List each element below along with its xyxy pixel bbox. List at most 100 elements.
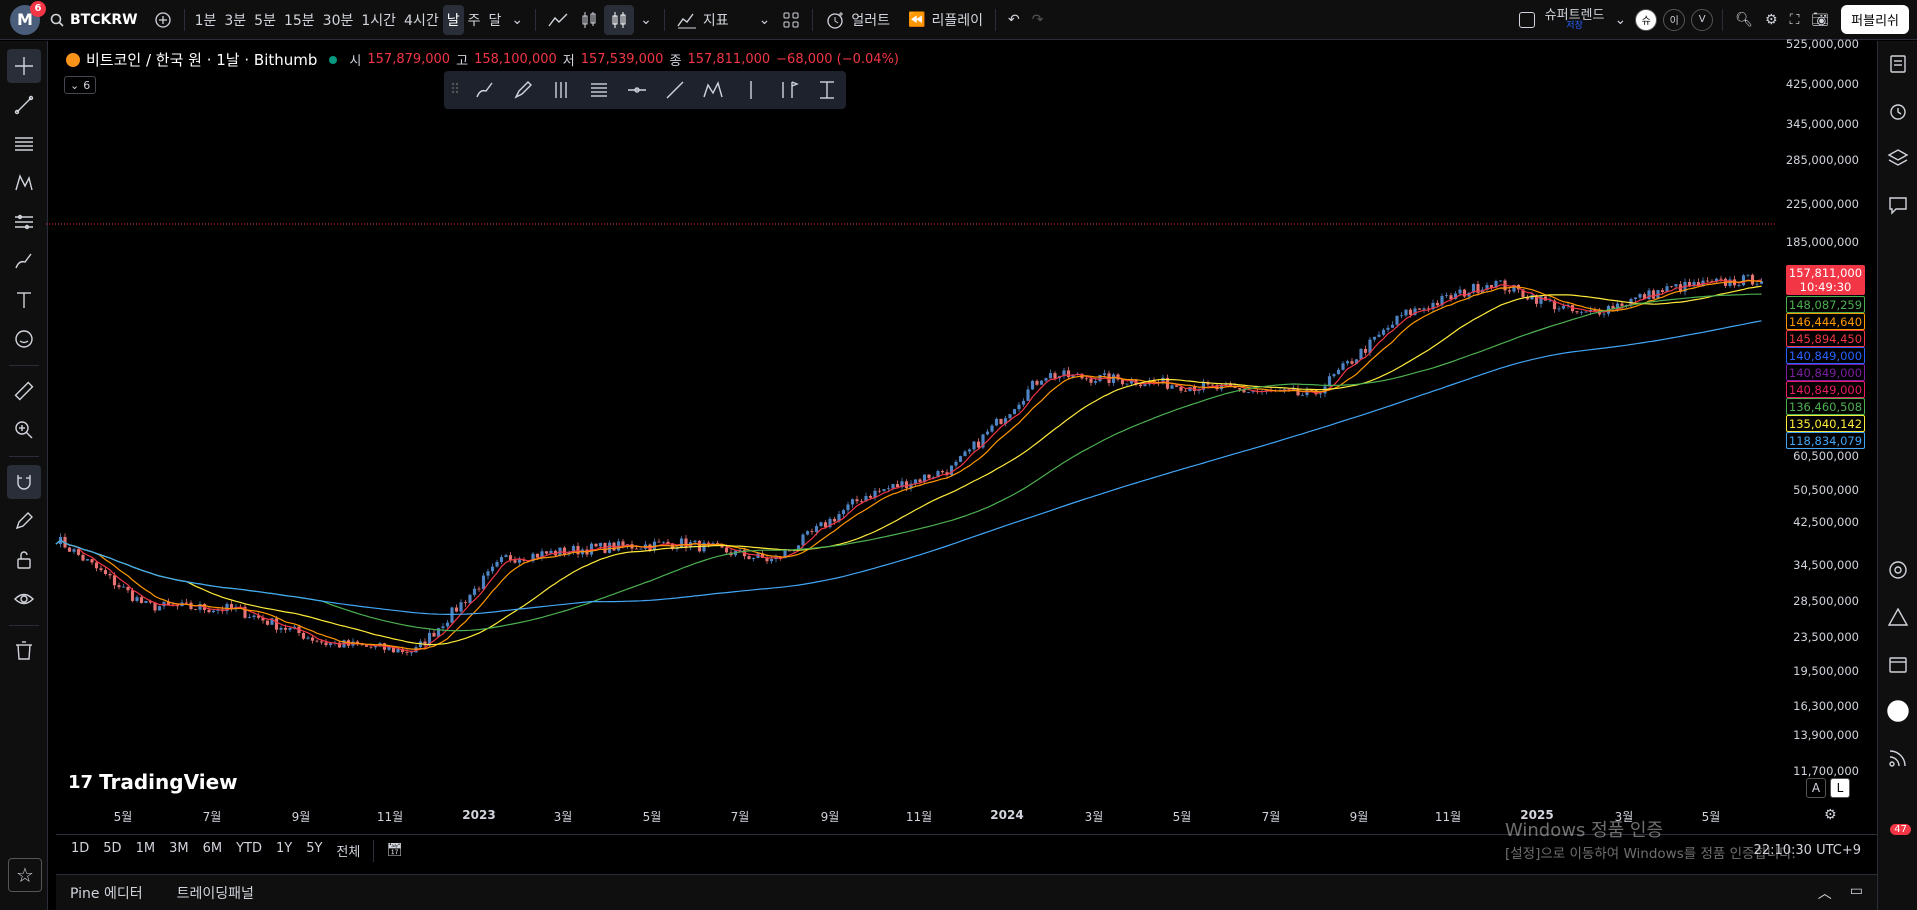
interval-2[interactable]: 5분 <box>254 12 276 29</box>
interval-dropdown-button[interactable]: ⌄ <box>505 5 529 35</box>
range-3[interactable]: 3M <box>169 841 189 856</box>
price-chart[interactable] <box>46 41 1775 831</box>
candle <box>441 626 445 629</box>
candle <box>837 514 841 522</box>
favorites-button[interactable]: ☆ <box>8 858 42 892</box>
brush-tool[interactable] <box>7 244 41 278</box>
brush-draw-button[interactable] <box>472 77 498 103</box>
remove-drawings-tool[interactable] <box>7 634 41 668</box>
ideas-button[interactable] <box>1883 602 1913 632</box>
quick-layout-2[interactable]: 이 <box>1663 8 1686 31</box>
zoom-tool[interactable] <box>7 413 41 447</box>
drag-handle-icon[interactable]: ⠿ <box>450 82 461 98</box>
replay-button[interactable]: ⏪ 리플레이 <box>902 5 989 35</box>
interval-4[interactable]: 30분 <box>322 12 354 29</box>
text-tool[interactable] <box>7 283 41 317</box>
quick-layout-3[interactable]: V <box>1691 8 1714 31</box>
bar-chart-type-button[interactable] <box>574 5 604 35</box>
auto-scale-button[interactable]: A <box>1806 778 1826 798</box>
layout-menu-button[interactable]: 슈퍼트렌드 저장 ⌄ <box>1513 5 1633 35</box>
pen-button[interactable] <box>510 77 536 103</box>
compare-symbol-button[interactable] <box>148 5 178 35</box>
candle <box>990 425 994 432</box>
target-button[interactable] <box>1883 555 1913 585</box>
lock-drawings-tool[interactable] <box>7 543 41 577</box>
interval-0[interactable]: 1분 <box>194 12 217 29</box>
settings-button[interactable]: ⚙ <box>1759 5 1784 35</box>
candle <box>877 490 882 492</box>
publish-button[interactable]: 퍼블리쉬 <box>1841 5 1909 34</box>
pattern-tool[interactable] <box>7 166 41 200</box>
candle-chart-type-button[interactable] <box>604 4 635 35</box>
undo-button[interactable]: ↶ <box>1002 5 1026 35</box>
log-scale-button[interactable]: L <box>1830 778 1850 798</box>
candle <box>459 602 463 612</box>
chart-type-dropdown[interactable]: ⌄ <box>634 5 658 35</box>
range-6[interactable]: 1Y <box>275 841 293 856</box>
object-tree-button[interactable] <box>1883 143 1913 173</box>
price-axis[interactable]: 525,000,000 425,000,000 345,000,000 285,000… <box>1780 37 1865 831</box>
line-chart-type-button[interactable] <box>542 5 574 35</box>
range-7[interactable]: 5Y <box>306 841 323 856</box>
interval-7[interactable]: 날 <box>442 4 464 35</box>
timezone-label[interactable]: 22:10:30 UTC+9 <box>1753 843 1861 858</box>
watchlist-button[interactable] <box>1883 49 1913 79</box>
quick-layout-1[interactable]: 슈 <box>1635 8 1658 31</box>
hide-drawings-tool[interactable] <box>7 582 41 616</box>
templates-button[interactable] <box>776 5 806 35</box>
candle <box>1314 390 1318 395</box>
indicators-collapse-button[interactable]: ⌄ 6 <box>64 76 97 94</box>
fullscreen-button[interactable]: ⛶ <box>1784 5 1806 35</box>
calendar-button[interactable] <box>1883 649 1913 679</box>
interval-5[interactable]: 1시간 <box>361 12 397 29</box>
notifications-button[interactable] <box>1883 743 1913 773</box>
range-5[interactable]: YTD <box>236 841 262 856</box>
range-4[interactable]: 6M <box>202 841 223 856</box>
redo-button[interactable]: ↷ <box>1026 5 1050 35</box>
alerts-panel-button[interactable] <box>1883 96 1913 126</box>
stay-drawing-tool[interactable] <box>7 504 41 538</box>
interval-6[interactable]: 4시간 <box>404 12 439 29</box>
emoji-tool[interactable] <box>7 322 41 356</box>
interval-9[interactable]: 달 <box>488 12 502 29</box>
quick-search-button[interactable]: 🔍︎ <box>1729 5 1759 35</box>
interval-1[interactable]: 3분 <box>224 12 247 29</box>
trendline-tool[interactable] <box>7 88 41 122</box>
indicators-button[interactable]: 지표 <box>671 5 735 35</box>
fib-tool[interactable] <box>7 127 41 161</box>
apps-button[interactable] <box>1883 696 1913 726</box>
measure-tool[interactable] <box>7 374 41 408</box>
trading-panel-tab[interactable]: 트레이딩패널 <box>176 885 254 902</box>
time-axis-settings-button[interactable]: ⚙ <box>1824 807 1837 823</box>
symbol-search[interactable]: BTCKRW <box>40 12 148 28</box>
range-0[interactable]: 1D <box>71 841 90 856</box>
interval-8[interactable]: 주 <box>467 12 481 29</box>
range-8[interactable]: 전체 <box>336 845 361 860</box>
gann-button[interactable] <box>700 77 726 103</box>
indicators-dropdown[interactable]: ⌄ <box>753 5 777 35</box>
flag-button[interactable] <box>776 77 802 103</box>
pine-editor-tab[interactable]: Pine 에디터 <box>70 885 143 902</box>
chats-button[interactable] <box>1883 190 1913 220</box>
pitchfork-button[interactable] <box>548 77 574 103</box>
user-avatar[interactable]: M 6 <box>10 0 46 35</box>
time-axis[interactable]: 5월 7월 9월 11월 2023 3월 5월 7월 9월 11월 2024 3월 5월 7월 9월 11월 2… <box>56 803 1776 828</box>
crosshair-tool[interactable] <box>6 49 41 83</box>
candle <box>706 542 711 544</box>
ray-button[interactable] <box>662 77 688 103</box>
horizontal-line-button[interactable] <box>624 77 650 103</box>
chevron-up-icon[interactable]: ︿ <box>1817 885 1832 902</box>
maximize-icon[interactable]: ▭ <box>1849 882 1863 899</box>
range-2[interactable]: 1M <box>135 841 156 856</box>
magnet-tool[interactable] <box>6 465 41 499</box>
alert-button[interactable]: 얼러트 <box>819 5 896 35</box>
interval-3[interactable]: 15분 <box>283 12 315 29</box>
goto-date-button[interactable]: 📅︎ <box>380 843 409 858</box>
forecast-tool[interactable] <box>7 205 41 239</box>
parallel-lines-button[interactable] <box>586 77 612 103</box>
snapshot-button[interactable]: 📷︎ <box>1805 5 1835 35</box>
range-1[interactable]: 5D <box>103 841 122 856</box>
price-range-button[interactable] <box>814 77 840 103</box>
chart-pane[interactable]: 비트코인 / 한국 원 · 1날 · Bithumb 시 157,879,000 … <box>46 41 1785 831</box>
vertical-line-button[interactable] <box>738 77 764 103</box>
